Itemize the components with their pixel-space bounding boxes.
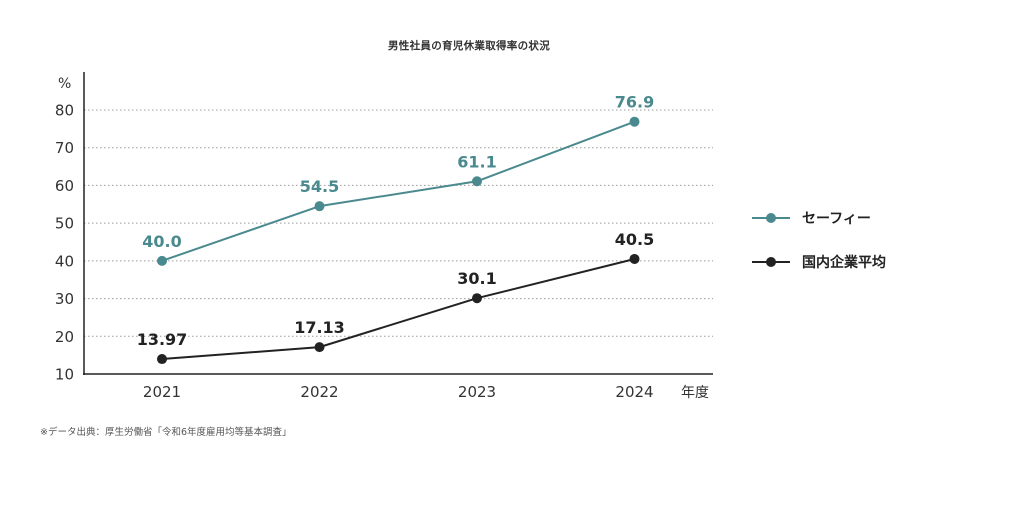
data-label-s0-2: 61.1 bbox=[457, 152, 496, 171]
data-point-s1-3 bbox=[629, 253, 640, 264]
legend-label-domestic-average: 国内企業平均 bbox=[802, 255, 886, 271]
series-line-1 bbox=[161, 258, 635, 361]
source-note: ※データ出典：厚生労働省「令和6年度雇用均等基本調査」 bbox=[40, 427, 292, 438]
y-tick-label-10: 10 bbox=[55, 366, 74, 384]
data-label-s1-1: 17.13 bbox=[294, 318, 345, 337]
data-label-s0-0: 40.0 bbox=[142, 232, 181, 251]
y-axis-unit-label: % bbox=[58, 76, 71, 92]
data-label-s0-1: 54.5 bbox=[300, 177, 339, 196]
data-point-s0-2 bbox=[472, 176, 482, 187]
data-point-s0-0 bbox=[157, 255, 167, 266]
legend-dot-domestic-average bbox=[766, 257, 776, 267]
data-point-s1-0 bbox=[157, 354, 167, 365]
x-tick-label-2021: 2021 bbox=[143, 383, 181, 401]
data-label-s1-3: 40.5 bbox=[615, 230, 654, 249]
data-label-s1-0: 13.97 bbox=[137, 330, 188, 349]
legend-swatch-safie bbox=[752, 212, 790, 224]
legend-swatch-domestic-average bbox=[752, 256, 790, 268]
data-label-s1-2: 30.1 bbox=[457, 269, 496, 288]
data-point-s1-1 bbox=[314, 342, 325, 353]
legend-dot-safie bbox=[766, 213, 776, 223]
data-label-s0-3: 76.9 bbox=[615, 93, 654, 112]
legend-item-domestic-average: 国内企業平均 bbox=[752, 250, 886, 274]
y-tick-label-80: 80 bbox=[55, 102, 74, 120]
x-tick-label-2023: 2023 bbox=[458, 383, 496, 401]
legend-label-safie: セーフィー bbox=[802, 211, 871, 227]
data-point-s0-1 bbox=[314, 201, 325, 212]
x-tick-label-2024: 2024 bbox=[615, 383, 653, 401]
data-point-s1-2 bbox=[472, 293, 482, 304]
chart-title: 男性社員の育児休業取得率の状況 bbox=[388, 40, 550, 52]
y-tick-label-20: 20 bbox=[55, 328, 74, 346]
y-tick-label-70: 70 bbox=[55, 139, 74, 157]
legend: セーフィー 国内企業平均 bbox=[752, 206, 886, 294]
y-tick-label-30: 30 bbox=[55, 290, 74, 308]
series-line-0 bbox=[161, 120, 635, 262]
y-tick-label-50: 50 bbox=[55, 215, 74, 233]
y-tick-label-40: 40 bbox=[55, 252, 74, 270]
x-tick-label-2022: 2022 bbox=[300, 383, 338, 401]
y-tick-label-60: 60 bbox=[55, 177, 74, 195]
data-point-s0-3 bbox=[629, 116, 640, 127]
x-axis-label: 年度 bbox=[681, 385, 709, 401]
legend-item-safie: セーフィー bbox=[752, 206, 886, 230]
